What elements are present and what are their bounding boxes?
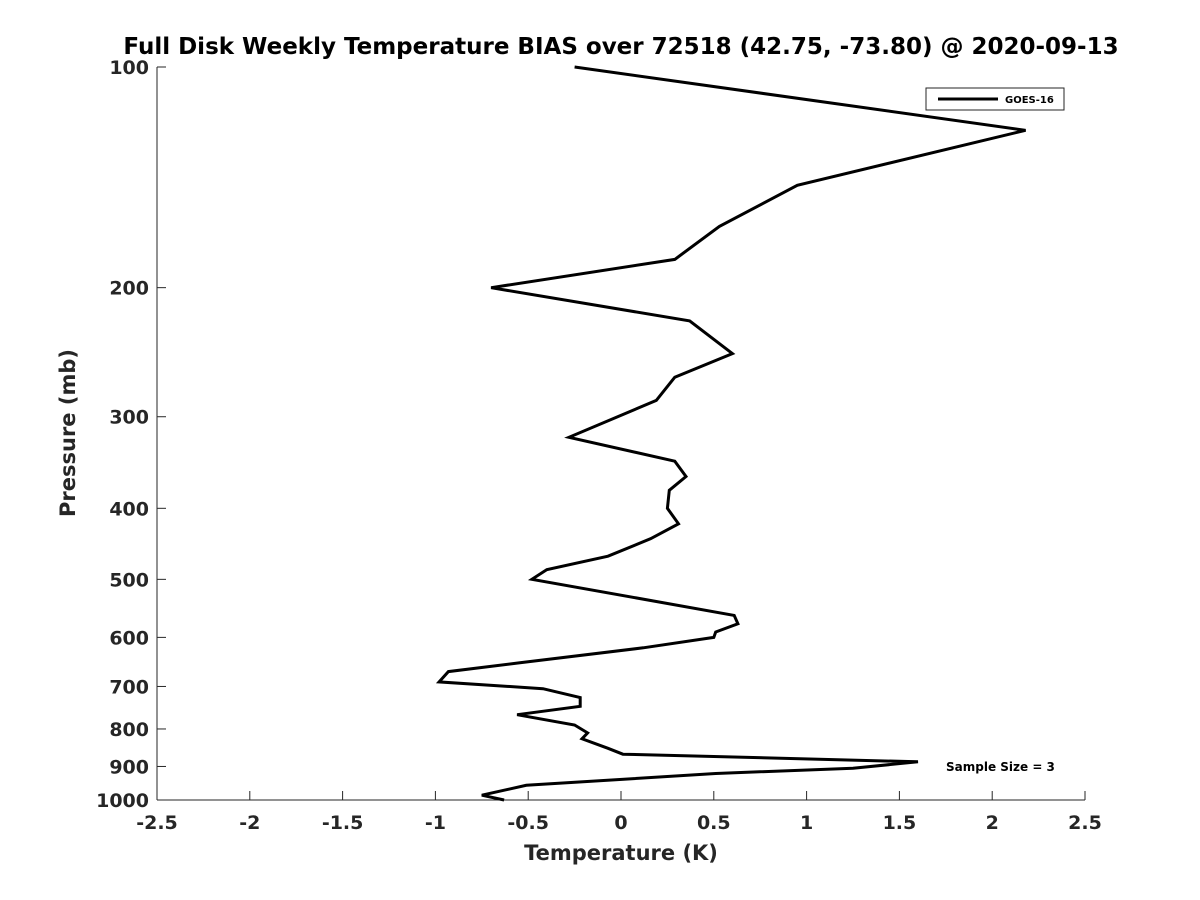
plot-area: -2.5 -2 -1.5 -1 -0.5 0 0.5 1 1.5 2 2.5 100 200 300 40… <box>96 57 1102 834</box>
y-ticks: 100 200 300 400 500 600 700 800 900 1000 <box>96 57 166 812</box>
x-axis-label: Temperature (K) <box>524 841 718 865</box>
sample-size-annotation: Sample Size = 3 <box>946 760 1055 774</box>
legend: GOES-16 <box>925 87 1065 111</box>
x-tick-label: -1 <box>425 812 446 834</box>
y-tick-label: 800 <box>109 719 149 741</box>
x-tick-label: 1.5 <box>883 812 917 834</box>
x-tick-label: -2.5 <box>136 812 178 834</box>
y-tick-label: 200 <box>109 278 149 300</box>
y-axis-label: Pressure (mb) <box>56 349 80 517</box>
series-layer <box>435 65 1026 802</box>
x-tick-label: -0.5 <box>507 812 549 834</box>
y-tick-label: 900 <box>109 756 149 778</box>
y-tick-label: 400 <box>109 498 149 520</box>
x-tick-label: 0.5 <box>697 812 731 834</box>
y-tick-label: 500 <box>109 569 149 591</box>
y-tick-label: 300 <box>109 407 149 429</box>
x-tick-label: -2 <box>239 812 260 834</box>
x-tick-label: -1.5 <box>322 812 364 834</box>
x-tick-label: 0 <box>614 812 627 834</box>
x-tick-label: 1 <box>800 812 813 834</box>
y-tick-label: 600 <box>109 627 149 649</box>
legend-label-goes-16: GOES-16 <box>1005 95 1054 106</box>
x-tick-label: 2 <box>986 812 999 834</box>
y-tick-label: 100 <box>109 57 149 79</box>
chart-title: Full Disk Weekly Temperature BIAS over 7… <box>123 34 1118 60</box>
x-ticks: -2.5 -2 -1.5 -1 -0.5 0 0.5 1 1.5 2 2.5 <box>136 791 1102 834</box>
y-tick-label: 700 <box>109 676 149 698</box>
x-tick-label: 2.5 <box>1068 812 1102 834</box>
y-tick-label: 1000 <box>96 790 149 812</box>
series-line-goes-16 <box>435 65 1026 802</box>
